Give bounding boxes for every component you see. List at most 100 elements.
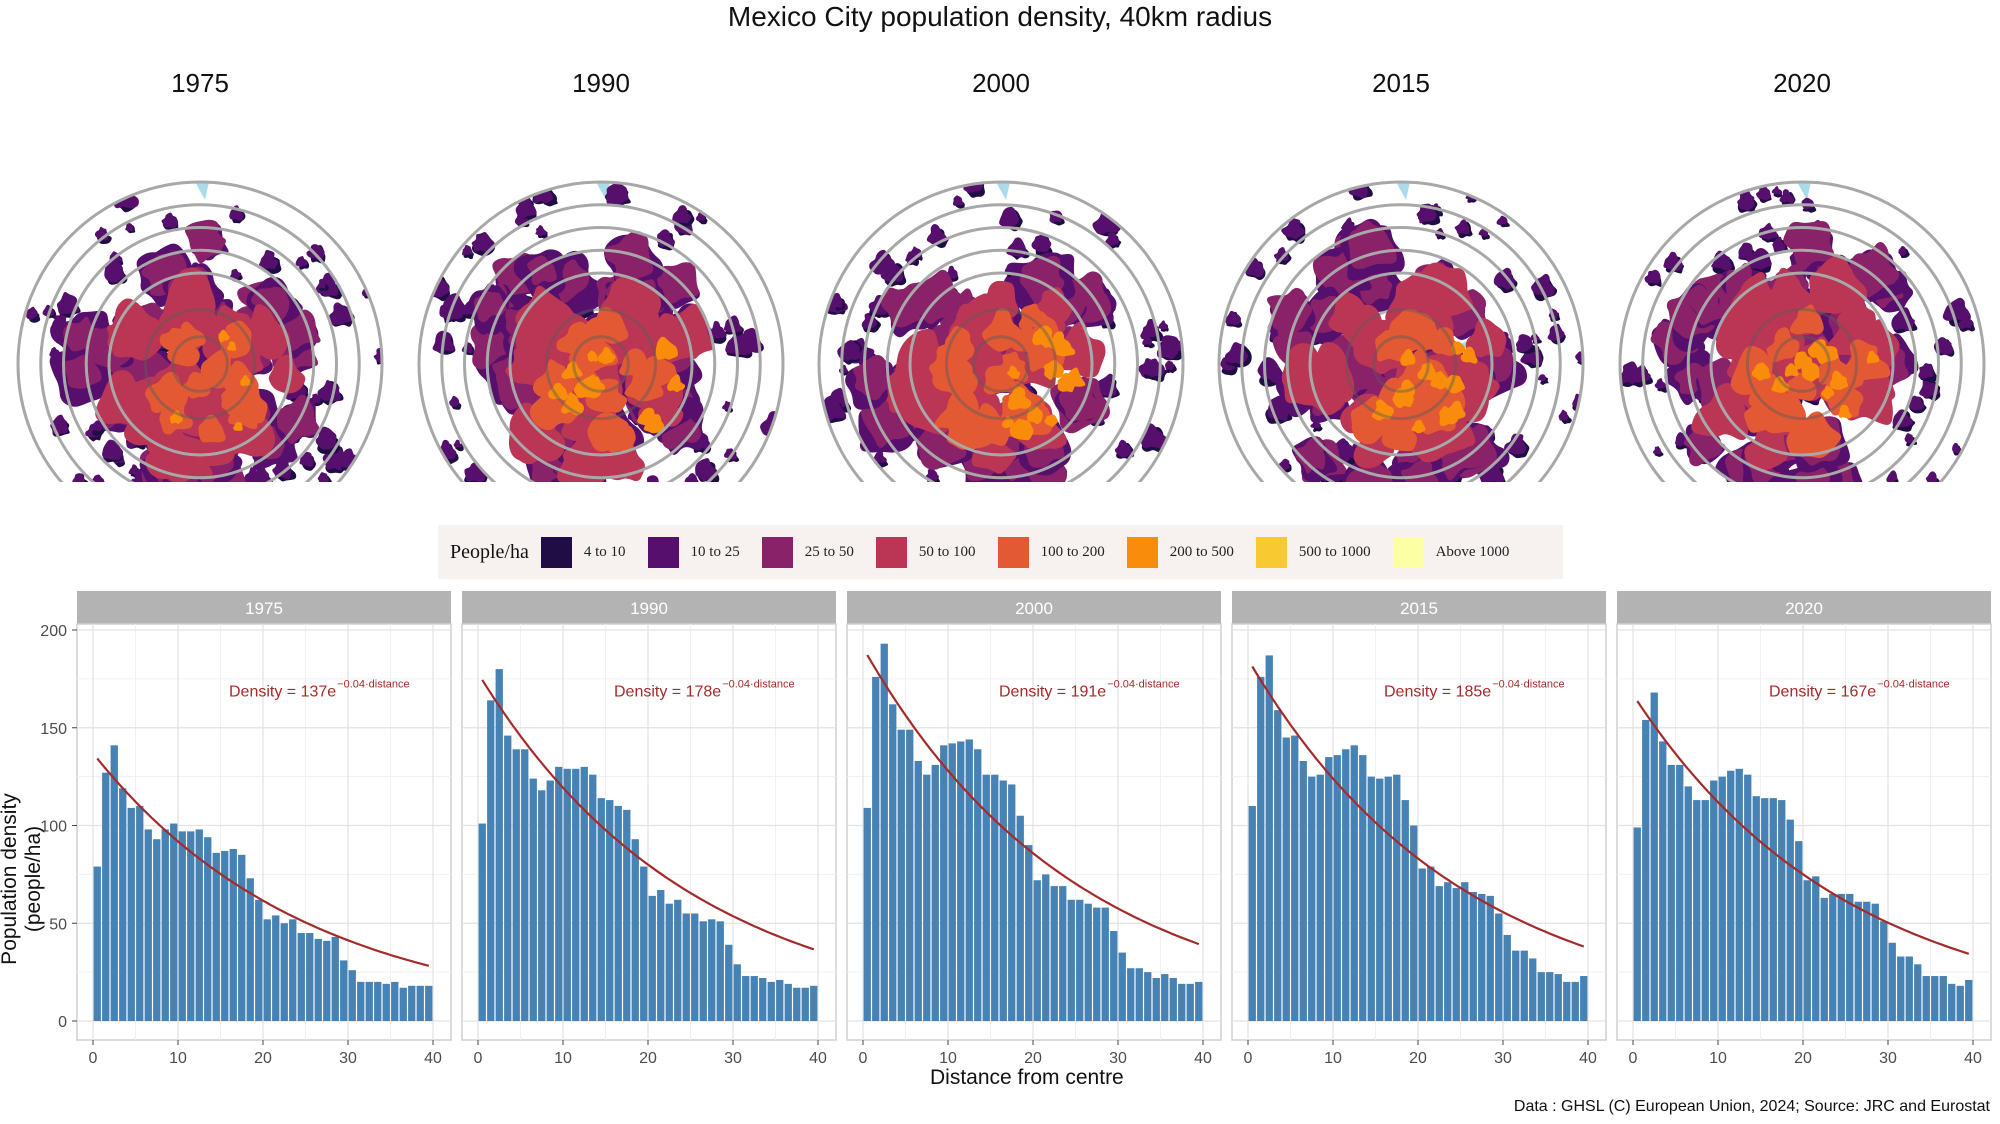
bar: [425, 985, 433, 1021]
chart-panel-2015: 2015 Density = 185e −0.04·distance 0 10 20 30 4…: [1231, 591, 1607, 1067]
density-patch-25-50: [1346, 461, 1397, 482]
bar: [801, 987, 809, 1021]
bar: [1795, 841, 1803, 1021]
bar: [1025, 845, 1033, 1021]
x-tick-label: 10: [1324, 1050, 1342, 1067]
density-patch-10-25: [258, 249, 279, 269]
map-density-layer: [819, 182, 1183, 482]
density-patch-10-25: [1756, 185, 1772, 201]
bar: [365, 981, 373, 1021]
bar: [1325, 757, 1333, 1021]
bar: [597, 798, 605, 1021]
x-tick-label: 20: [639, 1050, 657, 1067]
distance-ring: [1263, 226, 1539, 482]
x-tick-label: 40: [1579, 1050, 1597, 1067]
density-patch-200-500: [226, 341, 237, 351]
density-patch-10-25: [128, 464, 139, 475]
bar: [1452, 888, 1460, 1021]
bar: [657, 890, 665, 1021]
density-patch-10-25: [125, 222, 134, 232]
bar: [1076, 899, 1084, 1021]
density-patch-10-25: [926, 224, 948, 244]
legend-key-50-100: [875, 536, 907, 568]
density-patch-200-500: [1392, 388, 1414, 409]
bar: [1761, 798, 1769, 1021]
y-tick-label: 50: [49, 916, 67, 933]
density-patch-10-25: [328, 302, 353, 326]
x-tick-label: 30: [1494, 1050, 1512, 1067]
bar: [1701, 800, 1709, 1021]
bar: [416, 985, 424, 1021]
density-patch-10-25: [253, 466, 270, 482]
bar: [1110, 931, 1118, 1021]
map-density-layer: [1620, 182, 1975, 482]
distance-ring: [417, 180, 785, 482]
distance-ring: [1618, 180, 1986, 482]
bar: [161, 829, 169, 1021]
bar: [306, 933, 314, 1021]
density-patch-10-25: [1158, 320, 1169, 330]
map-panel-2020: 2020: [1602, 68, 2000, 482]
density-patch-10-25: [672, 205, 692, 225]
distance-ring: [16, 180, 384, 482]
bar: [1786, 819, 1794, 1021]
density-patch-200-500: [1032, 325, 1055, 348]
density-patch-200-500: [1062, 367, 1086, 388]
density-patch-10-25: [999, 206, 1019, 229]
distance-ring: [1686, 248, 1918, 480]
bar: [1274, 710, 1282, 1021]
bar: [1461, 882, 1469, 1021]
bar: [906, 729, 914, 1021]
bar: [1186, 983, 1194, 1021]
density-patch-200-500: [597, 346, 616, 365]
density-patch-25-50: [63, 354, 102, 389]
distance-ring: [885, 248, 1117, 480]
legend-label: 10 to 25: [690, 543, 740, 560]
density-patch-200-500: [240, 374, 252, 387]
density-patch-10-25: [1652, 446, 1662, 454]
x-tick-label: 40: [809, 1050, 827, 1067]
density-patch-100-200: [1791, 411, 1842, 459]
map-year-label: 1975: [171, 68, 229, 98]
bar: [1401, 800, 1409, 1021]
bar: [348, 970, 356, 1021]
x-tick-label: 20: [1409, 1050, 1427, 1067]
density-patch-10-25: [1919, 377, 1939, 398]
facet-strip-label: 2015: [1400, 599, 1438, 618]
facet-strip-label: 2020: [1785, 599, 1823, 618]
y-axis-label: Population density (people/ha): [0, 793, 45, 965]
bar: [623, 809, 631, 1021]
bar: [1710, 780, 1718, 1021]
bar: [914, 760, 922, 1021]
bar: [1016, 815, 1024, 1021]
legend-key-100-200: [997, 536, 1029, 568]
bar: [1965, 979, 1973, 1021]
chart-panel-2020: 2020 Density = 167e −0.04·distance 0 10 20 30 4…: [1616, 591, 1992, 1067]
density-patch-10-25: [26, 306, 38, 320]
density-patch-100-200: [227, 399, 259, 430]
density-patch-25-50: [653, 262, 699, 304]
density-patch-25-50: [1400, 459, 1439, 482]
density-patch-10-25: [535, 225, 547, 237]
map-density-layer: [1220, 182, 1583, 482]
density-patch-200-500: [1751, 362, 1771, 381]
density-patch-50-100: [1328, 291, 1370, 333]
bar: [776, 979, 784, 1021]
x-tick-label: 30: [1879, 1050, 1897, 1067]
density-patch-10-25: [161, 212, 179, 228]
distance-ring: [39, 203, 361, 482]
bar: [1178, 983, 1186, 1021]
bar: [1563, 981, 1571, 1021]
x-tick-label: 0: [474, 1050, 483, 1067]
bar: [1410, 825, 1418, 1021]
bar: [1812, 876, 1820, 1021]
x-tick-label: 30: [339, 1050, 357, 1067]
legend: People/ha 4 to 10 10 to 25 25 to 50 50 t…: [438, 525, 1563, 579]
density-patch-200-500: [233, 421, 243, 431]
fit-equation-exponent: −0.04·distance: [337, 679, 409, 691]
density-patch-10-25: [952, 195, 964, 206]
x-tick-label: 10: [554, 1050, 572, 1067]
bar: [1435, 886, 1443, 1021]
x-tick-label: 40: [424, 1050, 442, 1067]
distance-ring: [485, 248, 717, 480]
